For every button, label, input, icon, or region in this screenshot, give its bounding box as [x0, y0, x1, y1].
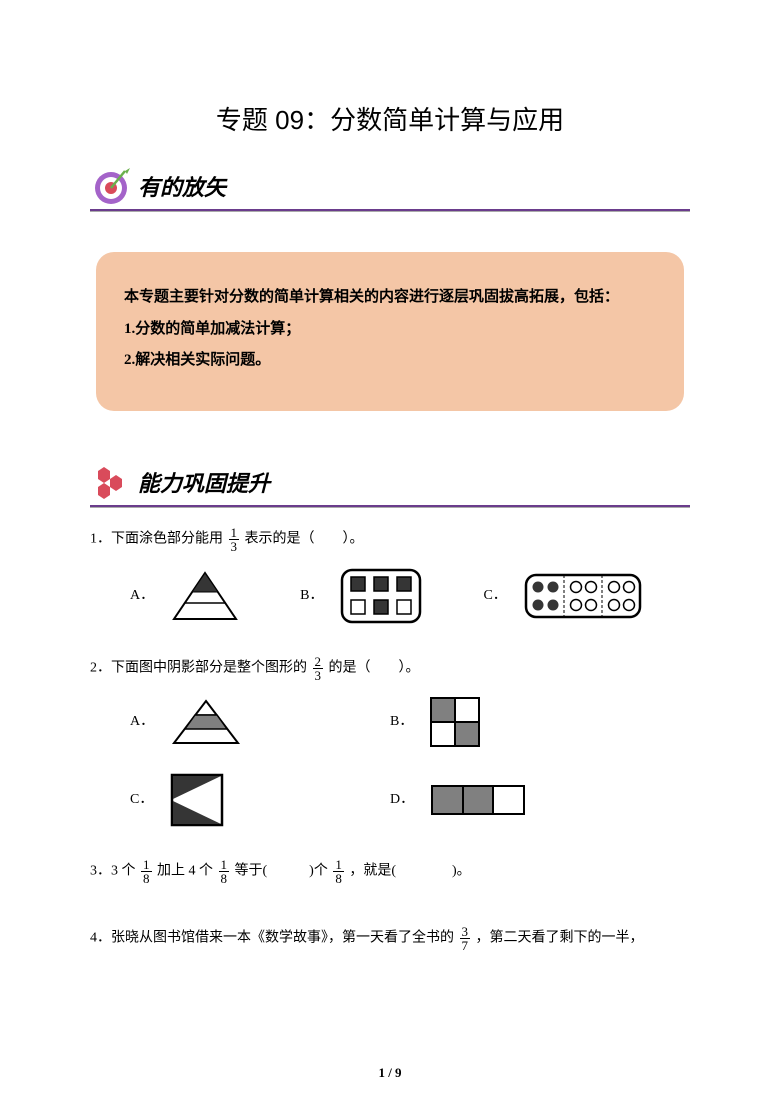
q3-p5: ，就是(	[349, 864, 396, 879]
q2-fraction: 23	[313, 655, 324, 682]
q1-suffix: 表示的是（ ）。	[245, 531, 364, 546]
q1-b-figure	[339, 567, 423, 625]
q3-p3: 等于(	[235, 864, 268, 879]
section-2-label: 能力巩固提升	[138, 466, 270, 498]
q2-text: 2．下面图中阴影部分是整个图形的 23 的是（ ）。	[90, 655, 690, 682]
q2-d-label: D．	[390, 787, 414, 814]
q1-prefix: 1．下面涂色部分能用	[90, 531, 223, 546]
q3-p2: 加上 4 个	[157, 864, 213, 879]
question-3: 3．3 个 18 加上 4 个 18 等于( )个 18 ，就是( )。	[90, 858, 690, 885]
q1-option-b: B．	[300, 567, 423, 625]
page-title: 专题 09：分数简单计算与应用	[90, 100, 690, 137]
q2-option-d: D．	[390, 772, 650, 828]
q1-fraction: 13	[229, 526, 240, 553]
q1-b-label: B．	[300, 583, 323, 610]
q3-blank2	[396, 864, 452, 879]
q3-blank1	[267, 864, 309, 879]
q2-b-label: B．	[390, 709, 413, 736]
q2-c-figure	[169, 772, 225, 828]
q2-a-figure	[170, 697, 242, 747]
target-icon	[90, 165, 132, 207]
q2-option-b: B．	[390, 696, 650, 748]
q1-a-label: A．	[130, 583, 154, 610]
q3-p4: )个	[309, 864, 328, 879]
q4-p1: 4．张晓从图书馆借来一本《数学故事》，第一天看了全书的	[90, 931, 454, 946]
q2-option-c: C．	[130, 772, 390, 828]
section-1-header: 有的放矢	[90, 165, 690, 207]
q2-prefix: 2．下面图中阴影部分是整个图形的	[90, 661, 307, 676]
q4-p2: ，第二天看了剩下的一半，	[476, 931, 644, 946]
q1-c-label: C．	[483, 583, 506, 610]
section-1-label: 有的放矢	[138, 170, 226, 202]
q4-frac: 37	[460, 925, 471, 952]
q3-p6: )。	[452, 864, 471, 879]
section-2-rule-thin	[90, 507, 690, 508]
q1-c-figure	[523, 572, 643, 620]
q1-option-c: C．	[483, 572, 642, 620]
intro-box: 本专题主要针对分数的简单计算相关的内容进行逐层巩固拔高拓展，包括： 1.分数的简…	[96, 252, 684, 411]
q2-d-figure	[430, 784, 526, 816]
q2-option-a: A．	[130, 696, 390, 748]
question-1: 1．下面涂色部分能用 13 表示的是（ ）。 A． B．	[90, 526, 690, 625]
section-2-header: 能力巩固提升	[90, 461, 690, 503]
q3-p1: 3．3 个	[90, 864, 136, 879]
q1-option-a: A．	[130, 569, 240, 623]
question-4: 4．张晓从图书馆借来一本《数学故事》，第一天看了全书的 37 ，第二天看了剩下的…	[90, 925, 690, 952]
q2-a-label: A．	[130, 709, 154, 736]
q2-suffix: 的是（ ）。	[329, 661, 420, 676]
question-2: 2．下面图中阴影部分是整个图形的 23 的是（ ）。 A． B． C．	[90, 655, 690, 828]
q3-frac2: 18	[219, 858, 230, 885]
hex-cluster-icon	[90, 461, 132, 503]
q3-frac1: 18	[141, 858, 152, 885]
page-number: 1 / 9	[0, 1065, 780, 1081]
intro-line-2: 1.分数的简单加减法计算；	[124, 314, 656, 346]
q2-b-figure	[429, 696, 481, 748]
q1-text: 1．下面涂色部分能用 13 表示的是（ ）。	[90, 526, 690, 553]
section-1-rule-thin	[90, 211, 690, 212]
intro-line-1: 本专题主要针对分数的简单计算相关的内容进行逐层巩固拔高拓展，包括：	[124, 282, 656, 314]
intro-line-3: 2.解决相关实际问题。	[124, 345, 656, 377]
q2-c-label: C．	[130, 787, 153, 814]
q1-a-figure	[170, 569, 240, 623]
q3-frac3: 18	[333, 858, 344, 885]
q1-options: A． B． C．	[90, 567, 690, 625]
q2-options: A． B． C． D．	[90, 696, 690, 828]
